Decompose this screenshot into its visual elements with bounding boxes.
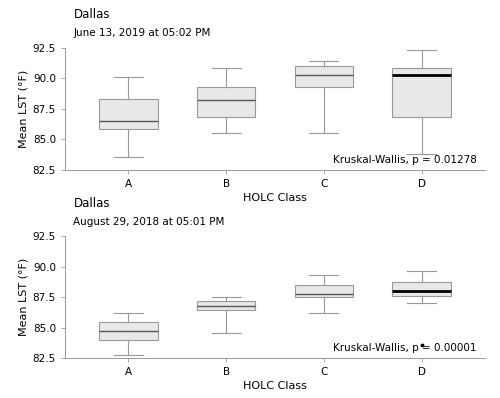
PathPatch shape [294,66,353,87]
PathPatch shape [392,68,451,117]
PathPatch shape [294,285,353,297]
Text: August 29, 2018 at 05:01 PM: August 29, 2018 at 05:01 PM [74,217,225,227]
Text: Dallas: Dallas [74,8,110,21]
Text: Kruskal-Wallis, p = 0.00001: Kruskal-Wallis, p = 0.00001 [333,343,476,353]
X-axis label: HOLC Class: HOLC Class [243,193,307,203]
PathPatch shape [392,281,451,296]
PathPatch shape [197,87,256,117]
PathPatch shape [99,322,158,340]
PathPatch shape [99,99,158,129]
Y-axis label: Mean LST (°F): Mean LST (°F) [18,258,28,336]
Text: Dallas: Dallas [74,197,110,210]
Y-axis label: Mean LST (°F): Mean LST (°F) [18,70,28,148]
Text: June 13, 2019 at 05:02 PM: June 13, 2019 at 05:02 PM [74,28,211,38]
Text: Kruskal-Wallis, p = 0.01278: Kruskal-Wallis, p = 0.01278 [332,155,476,165]
X-axis label: HOLC Class: HOLC Class [243,381,307,391]
PathPatch shape [197,301,256,310]
